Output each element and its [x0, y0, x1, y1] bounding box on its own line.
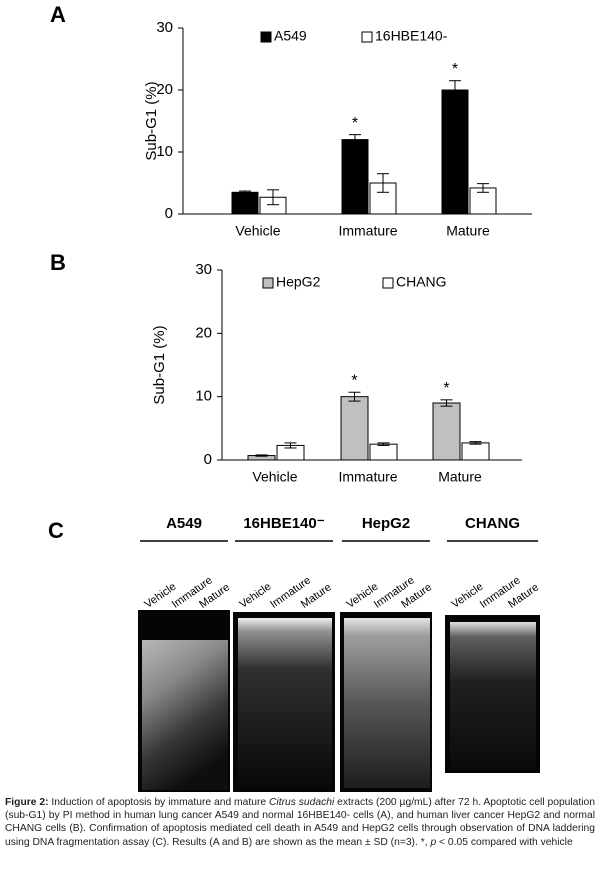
- y-axis-title: Sub-G1 (%): [143, 81, 160, 160]
- caption-label: Figure 2:: [5, 797, 49, 808]
- x-tick-label: Vehicle: [235, 223, 280, 239]
- error-bar: [349, 134, 361, 146]
- figure: A Sub-G1 (%) 0 10 20 30 Vehicle Immature Mature A…: [48, 2, 541, 792]
- legend-label: 16HBE140-: [375, 28, 448, 44]
- y-tick-label: 30: [156, 19, 173, 36]
- y-tick-label: 10: [156, 143, 173, 160]
- caption-text: < 0.05 compared with vehicle: [436, 836, 573, 848]
- error-bar: [469, 441, 482, 445]
- caption-p: p: [430, 836, 437, 848]
- panel-label: B: [50, 250, 66, 275]
- y-tick-label: 0: [204, 451, 212, 468]
- bar: [231, 191, 259, 215]
- legend-label: A549: [274, 28, 307, 44]
- x-tick-label: Immature: [338, 223, 397, 239]
- gel-group-label: A549: [166, 515, 202, 532]
- caption-species: Citrus sudachi: [268, 797, 335, 808]
- legend-swatch: [361, 31, 373, 43]
- significance-mark: *: [352, 115, 358, 132]
- bar: [461, 442, 490, 461]
- error-bar: [348, 391, 361, 402]
- x-tick-label: Vehicle: [252, 469, 297, 485]
- bar: [432, 402, 461, 461]
- error-bar: [377, 173, 389, 193]
- gel-group-label: CHANG: [465, 515, 520, 532]
- y-tick-label: 30: [195, 261, 212, 278]
- bar: [369, 443, 398, 461]
- error-bar: [239, 190, 251, 195]
- legend-label: CHANG: [396, 274, 447, 290]
- significance-mark: *: [452, 61, 458, 78]
- legend-swatch: [262, 277, 274, 289]
- gel-smear: [238, 618, 332, 788]
- error-bar: [377, 442, 390, 446]
- legend-label: HepG2: [276, 274, 321, 290]
- bar: [341, 139, 369, 215]
- caption-text: Induction of apoptosis by immature and m…: [48, 797, 269, 808]
- error-bar: [255, 454, 268, 457]
- gel-smear: [142, 640, 228, 790]
- gel-group-label: HepG2: [362, 515, 410, 532]
- gel-images: [138, 610, 540, 792]
- bar: [340, 396, 369, 461]
- bar: [441, 89, 469, 215]
- legend-swatch: [260, 31, 272, 43]
- y-tick-label: 0: [165, 205, 173, 222]
- gel-group-label: 16HBE140⁻: [243, 515, 324, 532]
- error-bar: [267, 189, 279, 206]
- error-bar: [477, 183, 489, 193]
- figure-caption: Figure 2: Induction of apoptosis by imma…: [5, 796, 595, 849]
- error-bar: [449, 80, 461, 100]
- y-axis-title: Sub-G1 (%): [151, 325, 168, 404]
- x-tick-label: Immature: [338, 469, 397, 485]
- gel-smear: [344, 618, 430, 788]
- panel-label: A: [50, 2, 66, 27]
- y-tick-label: 20: [156, 81, 173, 98]
- lane-label: Vehicle: [450, 581, 486, 611]
- panel-label: C: [48, 518, 64, 543]
- y-tick-label: 10: [195, 388, 212, 405]
- gel-smear: [450, 622, 536, 770]
- error-bar: [440, 399, 453, 407]
- x-tick-label: Mature: [446, 223, 490, 239]
- y-tick-label: 20: [195, 324, 212, 341]
- error-bar: [284, 442, 297, 449]
- caption-text: extracts (200 µg/mL) after 72 h. Apoptot…: [5, 797, 596, 848]
- bar: [369, 182, 397, 215]
- legend-swatch: [382, 277, 394, 289]
- x-tick-label: Mature: [438, 469, 482, 485]
- lane-label: Vehicle: [238, 581, 274, 611]
- significance-mark: *: [351, 372, 357, 389]
- significance-mark: *: [443, 380, 449, 397]
